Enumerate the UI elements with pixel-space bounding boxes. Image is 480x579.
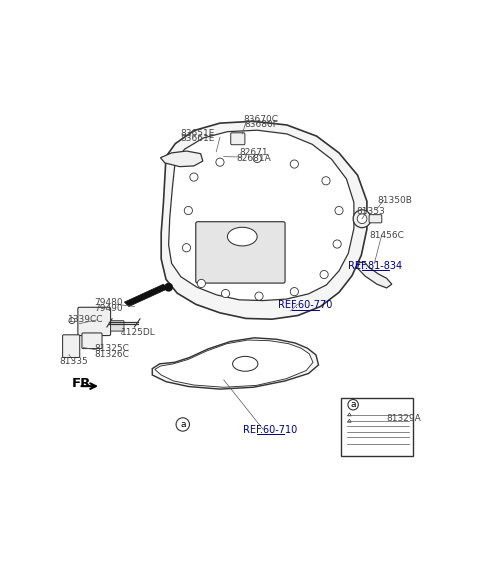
- Text: 82681A: 82681A: [236, 154, 271, 163]
- Circle shape: [335, 207, 343, 215]
- Circle shape: [253, 155, 261, 163]
- FancyBboxPatch shape: [231, 133, 245, 145]
- Text: 82671: 82671: [239, 148, 268, 157]
- Circle shape: [290, 160, 299, 168]
- Text: 79490: 79490: [94, 303, 123, 313]
- Circle shape: [290, 288, 299, 296]
- Text: 81325C: 81325C: [94, 345, 129, 353]
- Polygon shape: [124, 284, 168, 306]
- Circle shape: [221, 290, 229, 298]
- Circle shape: [190, 173, 198, 181]
- Text: 81456C: 81456C: [369, 232, 404, 240]
- Text: 81353: 81353: [356, 207, 385, 216]
- Text: REF.81-834: REF.81-834: [348, 261, 403, 270]
- Text: 83661E: 83661E: [180, 134, 215, 143]
- Text: 83670C: 83670C: [243, 115, 278, 124]
- FancyBboxPatch shape: [78, 307, 110, 336]
- Circle shape: [176, 418, 190, 431]
- FancyBboxPatch shape: [369, 215, 382, 223]
- Text: FR.: FR.: [72, 377, 96, 390]
- Circle shape: [184, 207, 192, 215]
- Text: 81326C: 81326C: [94, 350, 129, 359]
- Circle shape: [255, 292, 263, 300]
- Circle shape: [69, 318, 75, 324]
- FancyBboxPatch shape: [82, 333, 102, 349]
- Text: 81329A: 81329A: [386, 413, 421, 423]
- Circle shape: [333, 240, 341, 248]
- Text: REF.60-770: REF.60-770: [278, 301, 333, 310]
- Text: 81350B: 81350B: [377, 196, 412, 204]
- Circle shape: [197, 280, 205, 288]
- Circle shape: [353, 210, 371, 228]
- Text: 79480: 79480: [94, 298, 123, 307]
- Text: 1125DL: 1125DL: [121, 328, 156, 337]
- Polygon shape: [155, 340, 313, 387]
- Circle shape: [357, 214, 367, 223]
- Ellipse shape: [233, 357, 258, 371]
- Text: 83651E: 83651E: [180, 129, 215, 138]
- Polygon shape: [358, 262, 392, 288]
- Text: a: a: [350, 400, 356, 409]
- FancyBboxPatch shape: [341, 398, 413, 456]
- Circle shape: [320, 270, 328, 278]
- Text: 83680F: 83680F: [244, 120, 278, 130]
- Polygon shape: [161, 121, 367, 319]
- Text: 1339CC: 1339CC: [68, 314, 103, 324]
- FancyBboxPatch shape: [110, 321, 124, 331]
- Circle shape: [322, 177, 330, 185]
- FancyBboxPatch shape: [62, 335, 80, 357]
- Circle shape: [165, 284, 172, 291]
- Text: a: a: [180, 420, 185, 429]
- FancyBboxPatch shape: [196, 222, 285, 283]
- Polygon shape: [152, 338, 319, 389]
- Circle shape: [216, 158, 224, 166]
- Circle shape: [348, 400, 359, 410]
- Text: 81335: 81335: [60, 357, 88, 366]
- Text: REF.60-710: REF.60-710: [243, 425, 297, 435]
- Ellipse shape: [228, 228, 257, 246]
- Circle shape: [182, 244, 191, 252]
- Polygon shape: [168, 130, 354, 301]
- Polygon shape: [160, 151, 203, 167]
